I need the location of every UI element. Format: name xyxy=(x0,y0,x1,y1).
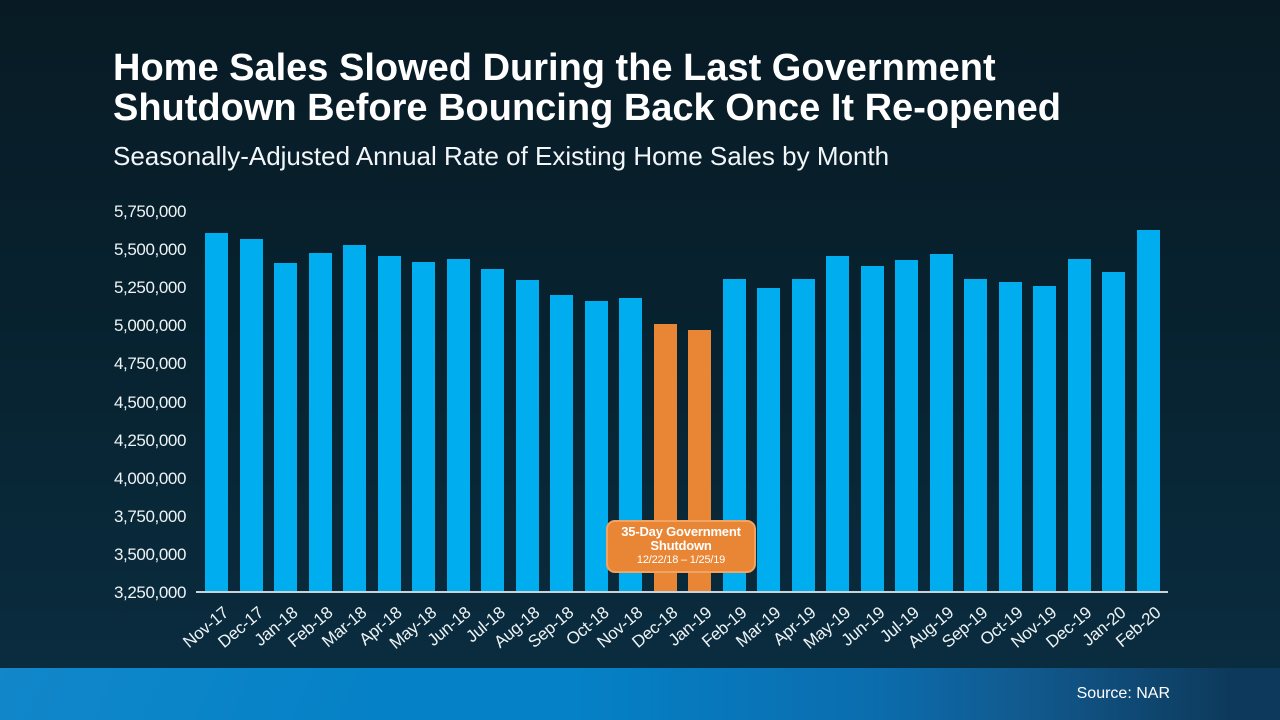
bar-Nov-19 xyxy=(1033,286,1056,591)
bar-Jul-18 xyxy=(481,269,504,591)
y-tick-label: 5,500,000 xyxy=(113,240,186,260)
bar-Jan-20 xyxy=(1102,272,1125,591)
bar-Feb-20 xyxy=(1136,229,1160,591)
y-tick-label: 3,250,000 xyxy=(113,583,186,602)
chart-subtitle: Seasonally-Adjusted Annual Rate of Exist… xyxy=(113,141,890,171)
plot-area xyxy=(196,212,1168,593)
shutdown-annotation-line-2: Shutdown xyxy=(650,538,712,553)
y-tick-label: 3,750,000 xyxy=(113,506,186,526)
bar-Sep-19 xyxy=(964,278,987,591)
bar-Jun-18 xyxy=(446,258,470,591)
y-tick-label: 5,750,000 xyxy=(113,202,186,221)
chart-title-line-1: Home Sales Slowed During the Last Govern… xyxy=(113,47,996,89)
bar-Jan-18 xyxy=(274,263,297,591)
y-tick-label: 4,000,000 xyxy=(113,468,186,488)
footer-bar: Source: NAR xyxy=(0,668,1280,720)
bar-Jun-19 xyxy=(860,266,884,591)
y-axis: 5,750,000 5,500,000 5,250,000 5,000,000 4,75… xyxy=(0,202,186,602)
chart-title: Home Sales Slowed During the Last Govern… xyxy=(113,48,1113,128)
bar-Apr-19 xyxy=(791,278,815,591)
bar-Aug-18 xyxy=(515,280,539,591)
y-tick-label: 4,250,000 xyxy=(113,430,186,450)
bar-Nov-18 xyxy=(619,298,642,591)
y-tick-label: 4,500,000 xyxy=(113,392,186,412)
bar-Jul-19 xyxy=(895,260,918,591)
y-tick-label: 3,500,000 xyxy=(113,544,186,564)
bar-Sep-18 xyxy=(550,295,573,591)
bar-Apr-18 xyxy=(377,255,401,591)
bar-Nov-17 xyxy=(205,232,228,591)
bar-May-19 xyxy=(826,255,849,591)
shutdown-annotation-box: 35-Day Government Shutdown 12/22/18 – 1/… xyxy=(606,520,756,573)
x-axis: Nov-17 Dec-17 Jan-18 Feb-18 Mar-18 Apr-18 May-… xyxy=(179,603,1165,653)
bar-Aug-19 xyxy=(929,254,953,591)
bar-Mar-18 xyxy=(343,245,366,591)
chart-title-line-2: Shutdown Before Bouncing Back Once It Re… xyxy=(113,87,1061,129)
y-tick-label: 4,750,000 xyxy=(113,354,186,374)
bar-Dec-17 xyxy=(239,238,263,591)
y-tick-label: 5,000,000 xyxy=(113,316,186,336)
bar-Feb-19 xyxy=(722,278,746,591)
bar-Feb-18 xyxy=(308,252,332,591)
bar-Oct-19 xyxy=(998,281,1022,591)
shutdown-annotation-line-1: 35-Day Government xyxy=(621,524,741,539)
bar-May-18 xyxy=(412,261,435,591)
bar-Dec-19 xyxy=(1067,258,1091,591)
y-tick-label: 5,250,000 xyxy=(113,278,186,298)
bar-Mar-19 xyxy=(757,287,780,591)
source-label: Source: NAR xyxy=(1076,685,1170,702)
bar-Oct-18 xyxy=(584,301,608,591)
shutdown-annotation-dates: 12/22/18 – 1/25/19 xyxy=(636,554,726,566)
